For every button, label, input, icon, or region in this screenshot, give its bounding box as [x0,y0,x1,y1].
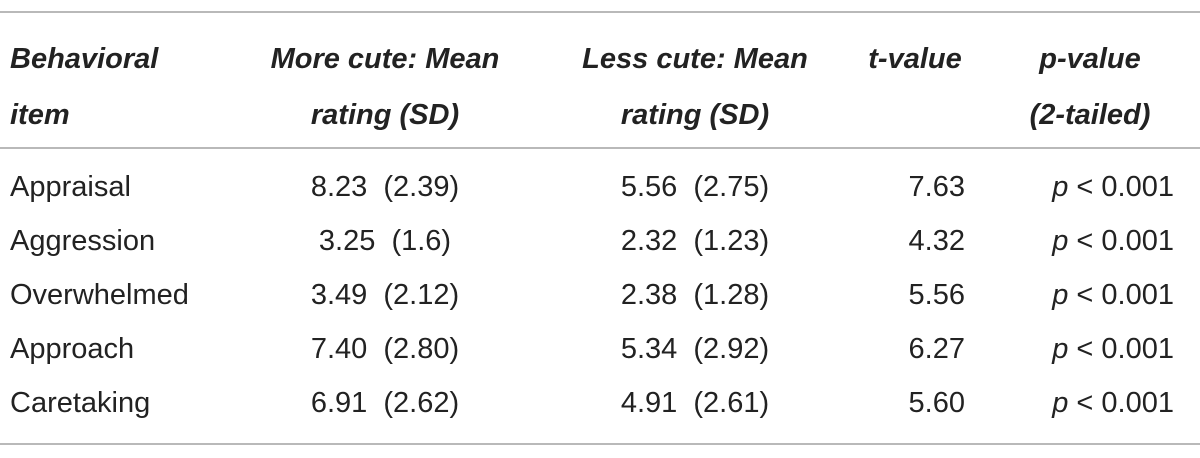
cell-p-value: p < 0.001 [990,322,1174,376]
cell-item: Appraisal [10,171,131,203]
cell-more-cute: 7.40 (2.80) [310,333,460,365]
table-row: Appraisal 8.23 (2.39) 5.56 (2.75) 7.63 p… [0,160,1200,214]
header-less-cute: Less cute: Mean rating (SD) [555,31,835,143]
header-text: t-value [868,43,962,75]
table-row: Aggression 3.25 (1.6) 2.32 (1.23) 4.32 p… [0,214,1200,268]
cell-p-value: p < 0.001 [990,376,1174,430]
p-symbol: p [1052,279,1069,311]
p-comparison: < 0.001 [1068,387,1174,419]
table-header-row: Behavioral item More cute: Mean rating (… [0,11,1200,147]
cell-t-value: 5.56 [908,279,965,311]
p-symbol: p [1052,333,1069,365]
cell-more-cute: 3.25 (1.6) [318,225,452,257]
header-text: More cute: Mean [270,43,500,75]
cell-p-value: p < 0.001 [990,214,1174,268]
p-comparison: < 0.001 [1068,279,1174,311]
cell-more-cute: 3.49 (2.12) [310,279,460,311]
cell-p-value: p < 0.001 [990,160,1174,214]
header-t-value: t-value [840,31,990,87]
p-comparison: < 0.001 [1068,171,1174,203]
cell-t-value: 7.63 [908,171,965,203]
p-symbol: p [1052,225,1069,257]
table-header-rule [0,147,1200,149]
header-text: rating (SD) [310,99,460,131]
table-bottom-rule [0,443,1200,445]
cell-p-value: p < 0.001 [990,268,1174,322]
cell-less-cute: 5.34 (2.92) [620,333,770,365]
table-top-rule [0,11,1200,13]
cell-less-cute: 5.56 (2.75) [620,171,770,203]
cell-t-value: 6.27 [908,333,965,365]
header-text: item [10,99,70,131]
cell-less-cute: 2.32 (1.23) [620,225,770,257]
cell-item: Caretaking [10,387,151,419]
header-text: rating (SD) [620,99,770,131]
header-text: p-value [1039,43,1141,75]
table-row: Caretaking 6.91 (2.62) 4.91 (2.61) 5.60 … [0,376,1200,430]
header-text: Behavioral [10,43,159,75]
header-p-value: p-value (2-tailed) [990,31,1190,143]
cell-item: Aggression [10,225,156,257]
cell-more-cute: 8.23 (2.39) [310,171,460,203]
p-comparison: < 0.001 [1068,225,1174,257]
cell-t-value: 5.60 [908,387,965,419]
header-text: Less cute: Mean [582,43,808,75]
header-text: (2-tailed) [1029,99,1151,131]
p-symbol: p [1052,171,1069,203]
cell-less-cute: 2.38 (1.28) [620,279,770,311]
header-more-cute: More cute: Mean rating (SD) [240,31,530,143]
cell-item: Overwhelmed [10,279,189,311]
table-row: Overwhelmed 3.49 (2.12) 2.38 (1.28) 5.56… [0,268,1200,322]
cell-item: Approach [10,333,135,365]
cell-more-cute: 6.91 (2.62) [310,387,460,419]
header-behavioral-item: Behavioral item [10,31,158,143]
table-body: Appraisal 8.23 (2.39) 5.56 (2.75) 7.63 p… [0,160,1200,430]
p-comparison: < 0.001 [1068,333,1174,365]
cell-t-value: 4.32 [908,225,965,257]
cell-less-cute: 4.91 (2.61) [620,387,770,419]
table-row: Approach 7.40 (2.80) 5.34 (2.92) 6.27 p … [0,322,1200,376]
p-symbol: p [1052,387,1069,419]
